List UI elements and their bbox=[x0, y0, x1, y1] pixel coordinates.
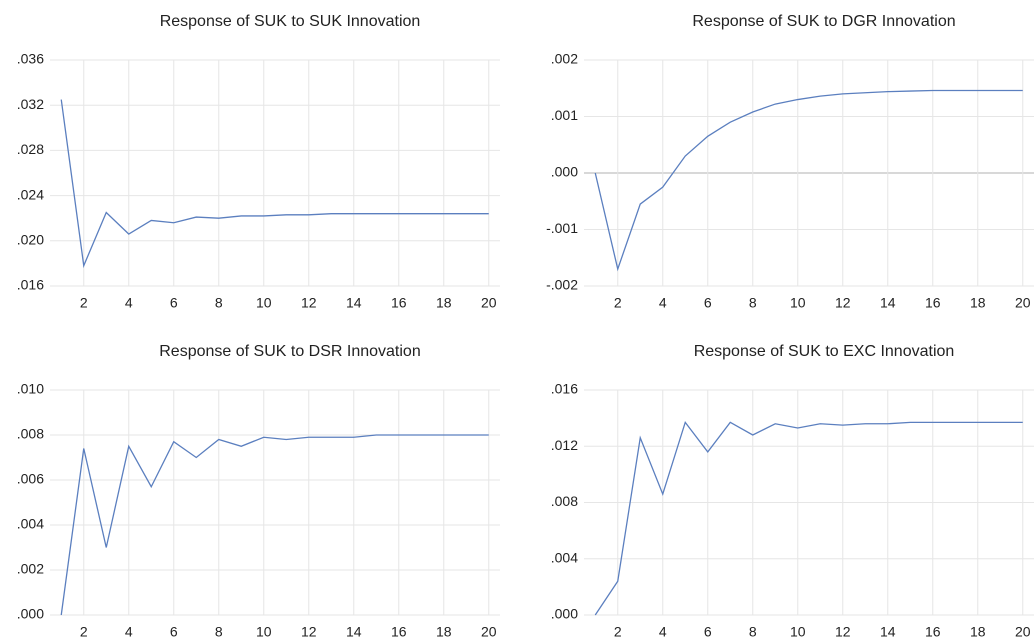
y-tick-label: .002 bbox=[551, 51, 578, 67]
y-tick-label: .010 bbox=[17, 381, 44, 397]
x-tick-label: 14 bbox=[880, 295, 896, 311]
x-tick-label: 2 bbox=[80, 624, 88, 640]
y-tick-label: .000 bbox=[551, 606, 578, 622]
x-tick-label: 6 bbox=[704, 295, 712, 311]
response-line bbox=[594, 420, 1023, 616]
x-tick-label: 4 bbox=[659, 295, 667, 311]
x-tick-label: 20 bbox=[481, 624, 497, 640]
x-tick-label: 4 bbox=[125, 295, 133, 311]
x-tick-label: 4 bbox=[125, 624, 133, 640]
y-tick-label: .004 bbox=[551, 549, 578, 565]
x-tick-label: 16 bbox=[925, 624, 941, 640]
y-tick-label: .032 bbox=[17, 96, 44, 112]
x-tick-label: 2 bbox=[80, 295, 88, 311]
x-tick-label: 12 bbox=[301, 624, 317, 640]
x-tick-label: 20 bbox=[481, 295, 497, 311]
x-tick-label: 6 bbox=[170, 624, 178, 640]
x-tick-label: 2 bbox=[614, 295, 622, 311]
x-tick-label: 20 bbox=[1015, 624, 1031, 640]
response-line bbox=[594, 89, 1023, 272]
y-tick-label: .006 bbox=[17, 471, 44, 487]
x-tick-label: 6 bbox=[704, 624, 712, 640]
x-tick-label: 10 bbox=[256, 295, 272, 311]
x-tick-label: 14 bbox=[880, 624, 896, 640]
y-tick-label: .000 bbox=[17, 606, 44, 622]
x-tick-label: 16 bbox=[391, 295, 407, 311]
x-tick-label: 4 bbox=[659, 624, 667, 640]
x-tick-label: 14 bbox=[346, 295, 362, 311]
y-tick-label: .036 bbox=[17, 51, 44, 67]
y-tick-label: .020 bbox=[17, 232, 44, 248]
y-tick-label: .012 bbox=[551, 437, 578, 453]
x-tick-label: 2 bbox=[614, 624, 622, 640]
y-tick-label: .028 bbox=[17, 141, 44, 157]
x-tick-label: 16 bbox=[391, 624, 407, 640]
chart-title: Response of SUK to DGR Innovation bbox=[692, 13, 955, 30]
x-tick-label: 10 bbox=[790, 295, 806, 311]
y-tick-label: .000 bbox=[551, 164, 578, 180]
response-line bbox=[60, 99, 489, 269]
x-tick-label: 12 bbox=[301, 295, 317, 311]
x-tick-label: 10 bbox=[256, 624, 272, 640]
y-tick-label: .008 bbox=[17, 426, 44, 442]
x-tick-label: 20 bbox=[1015, 295, 1031, 311]
y-tick-label: .008 bbox=[551, 493, 578, 509]
x-tick-label: 6 bbox=[170, 295, 178, 311]
y-tick-label: .004 bbox=[17, 516, 44, 532]
chart-title: Response of SUK to SUK Innovation bbox=[160, 13, 421, 30]
x-tick-label: 12 bbox=[835, 624, 851, 640]
x-tick-label: 8 bbox=[749, 624, 757, 640]
chart-title: Response of SUK to EXC Innovation bbox=[694, 343, 955, 360]
x-tick-label: 18 bbox=[970, 295, 986, 311]
response-line bbox=[60, 434, 489, 616]
y-tick-label: -.002 bbox=[546, 277, 578, 293]
y-tick-label: -.001 bbox=[546, 220, 578, 236]
chart-title: Response of SUK to DSR Innovation bbox=[159, 343, 420, 360]
x-tick-label: 18 bbox=[436, 295, 452, 311]
x-tick-label: 18 bbox=[436, 624, 452, 640]
x-tick-label: 16 bbox=[925, 295, 941, 311]
x-tick-label: 10 bbox=[790, 624, 806, 640]
y-tick-label: .001 bbox=[551, 107, 578, 123]
x-tick-label: 12 bbox=[835, 295, 851, 311]
y-tick-label: .016 bbox=[551, 381, 578, 397]
y-tick-label: .016 bbox=[17, 277, 44, 293]
x-tick-label: 8 bbox=[215, 295, 223, 311]
x-tick-label: 8 bbox=[215, 624, 223, 640]
y-tick-label: .024 bbox=[17, 186, 44, 202]
y-tick-label: .002 bbox=[17, 561, 44, 577]
x-tick-label: 18 bbox=[970, 624, 986, 640]
x-tick-label: 8 bbox=[749, 295, 757, 311]
x-tick-label: 14 bbox=[346, 624, 362, 640]
